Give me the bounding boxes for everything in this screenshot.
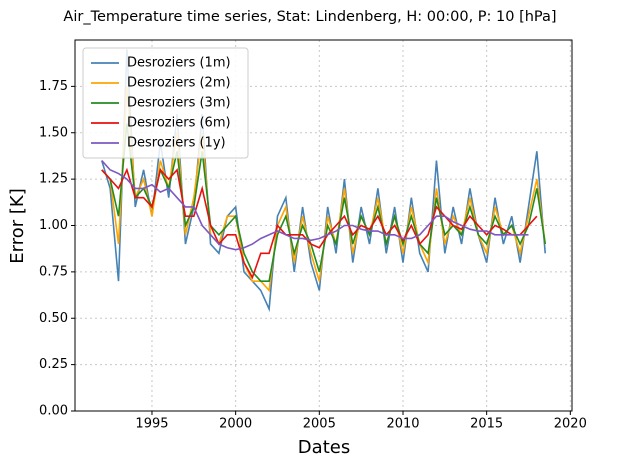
y-tick-label: 0.25 (39, 357, 68, 372)
y-tick-label: 1.25 (39, 172, 68, 187)
x-tick-label: 2020 (554, 417, 587, 432)
y-tick-label: 0.50 (39, 311, 68, 326)
y-tick-label: 0.00 (39, 404, 68, 419)
x-tick-label: 2010 (386, 417, 419, 432)
legend-label: Desroziers (3m) (127, 96, 231, 111)
x-tick-label: 2005 (303, 417, 336, 432)
x-tick-label: 1995 (135, 417, 168, 432)
series-line (101, 167, 538, 280)
y-tick-label: 0.75 (39, 264, 68, 279)
y-tick-label: 1.50 (39, 125, 68, 140)
y-axis-label: Error [K] (7, 188, 28, 263)
x-tick-label: 2000 (219, 417, 252, 432)
chart-title: Air_Temperature time series, Stat: Linde… (63, 9, 556, 25)
series-line (101, 160, 529, 251)
legend-label: Desroziers (1y) (127, 136, 226, 151)
y-tick-label: 1.75 (39, 79, 68, 94)
legend-label: Desroziers (2m) (127, 76, 231, 91)
legend-label: Desroziers (6m) (127, 116, 231, 131)
legend-label: Desroziers (1m) (127, 56, 231, 71)
x-tick-label: 2015 (470, 417, 503, 432)
legend: Desroziers (1m) Desroziers (2m) Desroziers… (82, 47, 249, 159)
legend-box (82, 47, 249, 159)
y-tick-label: 1.00 (39, 218, 68, 233)
x-axis-label: Dates (298, 437, 350, 458)
plot-frame (74, 39, 573, 412)
